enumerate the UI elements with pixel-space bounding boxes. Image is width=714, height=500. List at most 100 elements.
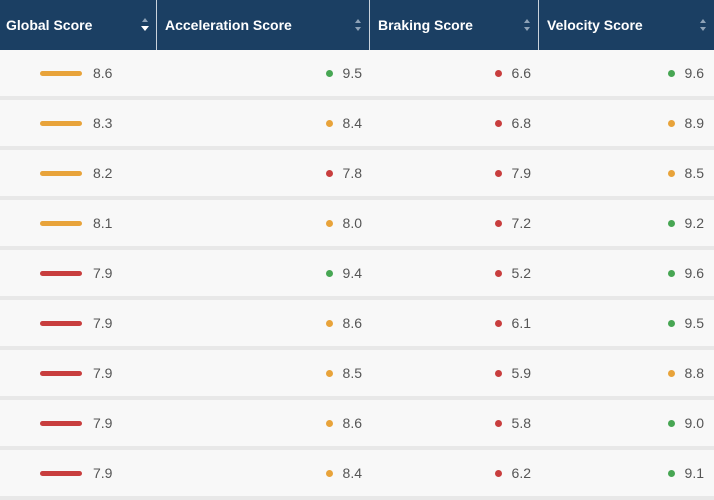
status-dot-icon [494,219,502,227]
braking-score-cell: 7.2 [370,200,539,246]
acceleration-score-value: 8.5 [342,365,362,381]
status-dot-icon [325,119,333,127]
acceleration-score-value: 8.6 [342,415,362,431]
global-score-bar [40,421,82,426]
status-dot-icon [667,419,675,427]
table-header: Global Score Acceleration Score Braking … [0,0,714,50]
global-score-value: 8.6 [93,65,113,81]
status-dot-icon [667,219,675,227]
acceleration-score-cell: 8.6 [157,400,370,446]
acceleration-score-value: 9.5 [342,65,362,81]
braking-score-value: 5.2 [511,265,531,281]
global-score-value: 7.9 [93,315,113,331]
status-dot-icon [494,369,502,377]
velocity-score-cell: 9.0 [539,400,714,446]
status-dot-icon [325,219,333,227]
acceleration-score-cell: 8.6 [157,300,370,346]
status-dot-icon [494,469,502,477]
table-row[interactable]: 7.9 8.6 6.1 9.5 [0,300,714,346]
velocity-score-value: 9.2 [684,215,704,231]
global-score-cell: 8.6 [0,50,157,96]
acceleration-score-value: 9.4 [342,265,362,281]
acceleration-score-cell: 8.4 [157,100,370,146]
global-score-bar [40,171,82,176]
acceleration-score-cell: 9.5 [157,50,370,96]
acceleration-score-cell: 8.5 [157,350,370,396]
global-score-value: 7.9 [93,365,113,381]
column-header-acceleration-score[interactable]: Acceleration Score [157,0,370,50]
status-dot-icon [667,69,675,77]
acceleration-score-value: 8.6 [342,315,362,331]
status-dot-icon [667,319,675,327]
braking-score-value: 5.8 [511,415,531,431]
acceleration-score-cell: 8.4 [157,450,370,496]
status-dot-icon [494,419,502,427]
acceleration-score-cell: 9.4 [157,250,370,296]
global-score-bar [40,271,82,276]
table-row[interactable]: 8.1 8.0 7.2 9.2 [0,200,714,246]
velocity-score-value: 9.6 [684,65,704,81]
column-header-global-score[interactable]: Global Score [0,0,157,50]
global-score-bar [40,221,82,226]
braking-score-cell: 6.6 [370,50,539,96]
velocity-score-cell: 9.2 [539,200,714,246]
global-score-cell: 7.9 [0,300,157,346]
acceleration-score-value: 8.4 [342,115,362,131]
acceleration-score-cell: 8.0 [157,200,370,246]
braking-score-value: 6.8 [511,115,531,131]
status-dot-icon [667,169,675,177]
status-dot-icon [325,169,333,177]
status-dot-icon [667,369,675,377]
table-row[interactable]: 7.9 8.5 5.9 8.8 [0,350,714,396]
velocity-score-value: 9.6 [684,265,704,281]
sort-icon[interactable] [353,15,363,35]
braking-score-cell: 7.9 [370,150,539,196]
table-row[interactable]: 8.2 7.8 7.9 8.5 [0,150,714,196]
braking-score-value: 6.2 [511,465,531,481]
table-row[interactable]: 8.3 8.4 6.8 8.9 [0,100,714,146]
column-header-label: Braking Score [378,17,473,33]
global-score-value: 8.1 [93,215,113,231]
table-row[interactable]: 8.6 9.5 6.6 9.6 [0,50,714,96]
global-score-cell: 7.9 [0,350,157,396]
velocity-score-cell: 8.5 [539,150,714,196]
velocity-score-value: 8.8 [684,365,704,381]
status-dot-icon [325,419,333,427]
status-dot-icon [667,119,675,127]
status-dot-icon [325,69,333,77]
global-score-value: 8.2 [93,165,113,181]
global-score-cell: 8.1 [0,200,157,246]
braking-score-cell: 5.8 [370,400,539,446]
sort-icon[interactable] [522,15,532,35]
acceleration-score-value: 8.0 [342,215,362,231]
velocity-score-value: 9.0 [684,415,704,431]
global-score-value: 7.9 [93,415,113,431]
velocity-score-cell: 9.1 [539,450,714,496]
status-dot-icon [494,119,502,127]
global-score-bar [40,121,82,126]
velocity-score-value: 9.1 [684,465,704,481]
global-score-value: 8.3 [93,115,113,131]
braking-score-cell: 6.2 [370,450,539,496]
global-score-cell: 7.9 [0,400,157,446]
sort-descending-icon[interactable] [140,15,150,35]
table-row[interactable]: 7.9 9.4 5.2 9.6 [0,250,714,296]
acceleration-score-cell: 7.8 [157,150,370,196]
column-header-label: Velocity Score [547,17,643,33]
global-score-bar [40,71,82,76]
status-dot-icon [325,319,333,327]
braking-score-cell: 6.1 [370,300,539,346]
velocity-score-value: 8.5 [684,165,704,181]
table-row[interactable]: 7.9 8.4 6.2 9.1 [0,450,714,496]
column-header-braking-score[interactable]: Braking Score [370,0,539,50]
table-row[interactable]: 7.9 8.6 5.8 9.0 [0,400,714,446]
sort-icon[interactable] [698,15,708,35]
braking-score-value: 6.1 [511,315,531,331]
column-header-velocity-score[interactable]: Velocity Score [539,0,714,50]
velocity-score-value: 9.5 [684,315,704,331]
velocity-score-cell: 8.9 [539,100,714,146]
velocity-score-cell: 9.5 [539,300,714,346]
acceleration-score-value: 7.8 [342,165,362,181]
velocity-score-value: 8.9 [684,115,704,131]
